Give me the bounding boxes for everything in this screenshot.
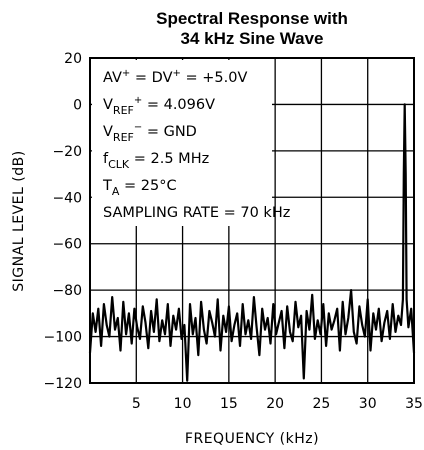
y-tick-label: −40 (52, 190, 82, 206)
annotation-text: = 4.096V (142, 97, 215, 113)
test-conditions-annotation: AV+​ = DV+​ = +5.0V VREF​+​ = 4.096V VREF​… (92, 60, 290, 226)
annotation-line: VREF​+​ = 4.096V (103, 95, 215, 117)
annotation-line: VREF​−​ = GND (103, 122, 197, 144)
x-tick-label: 15 (220, 396, 238, 412)
annotation-text: + (122, 68, 130, 79)
annotation-text: = +5.0V (181, 70, 248, 86)
x-tick-label: 25 (313, 396, 331, 412)
annotation-text: SAMPLING RATE = 70 kHz (103, 205, 290, 221)
spectrum-trace (88, 103, 416, 382)
annotation-text: = DV (130, 70, 172, 86)
y-tick-label: −80 (52, 283, 82, 299)
annotation-text: − (134, 122, 142, 133)
annotation-text: f (103, 151, 109, 167)
x-axis-tick-labels: 5 10 15 20 25 30 35 (132, 396, 423, 412)
annotation-text: = 25°C (119, 178, 176, 194)
annotation-text: V (103, 97, 113, 113)
spectrum-trace-layer (88, 103, 416, 382)
annotation-text: + (134, 95, 142, 106)
y-axis-label: SIGNAL LEVEL (dB) (11, 150, 27, 291)
annotation-line: SAMPLING RATE = 70 kHz (103, 205, 290, 221)
annotation-text: REF (113, 104, 134, 117)
plot-frame (89, 57, 415, 384)
annotation-text: = GND (142, 124, 197, 140)
annotation-line: AV+​ = DV+​ = +5.0V (103, 68, 247, 86)
annotation-text: + (173, 68, 181, 79)
annotation-background (92, 60, 272, 226)
annotation-text: V (103, 124, 113, 140)
x-tick-label: 10 (174, 396, 192, 412)
plot-border (89, 57, 415, 384)
annotation-text: REF (113, 131, 134, 144)
y-tick-label: 0 (73, 97, 82, 113)
annotation-line: TA​ = 25°C (102, 178, 177, 198)
y-tick-label: −100 (44, 330, 82, 346)
x-tick-label: 30 (359, 396, 377, 412)
annotation-text: AV (103, 70, 122, 86)
y-tick-label: −20 (52, 144, 82, 160)
x-tick-label: 5 (132, 396, 141, 412)
x-tick-label: 35 (405, 396, 423, 412)
x-tick-label: 20 (266, 396, 284, 412)
annotation-text: A (112, 185, 120, 198)
y-tick-label: −120 (44, 376, 82, 392)
chart-title-line-2: 34 kHz Sine Wave (181, 29, 324, 48)
x-axis-label: FREQUENCY (kHz) (185, 431, 319, 447)
annotation-line: fCLK​ = 2.5 MHz (103, 151, 209, 171)
y-axis-tick-labels: 20 0 −20 −40 −60 −80 −100 −120 (44, 51, 82, 392)
annotation-text: CLK (108, 158, 130, 171)
y-tick-label: 20 (64, 51, 82, 67)
y-tick-label: −60 (52, 237, 82, 253)
chart-title-line-1: Spectral Response with (156, 9, 348, 28)
annotation-text: = 2.5 MHz (129, 151, 209, 167)
annotation-text: T (102, 178, 112, 194)
